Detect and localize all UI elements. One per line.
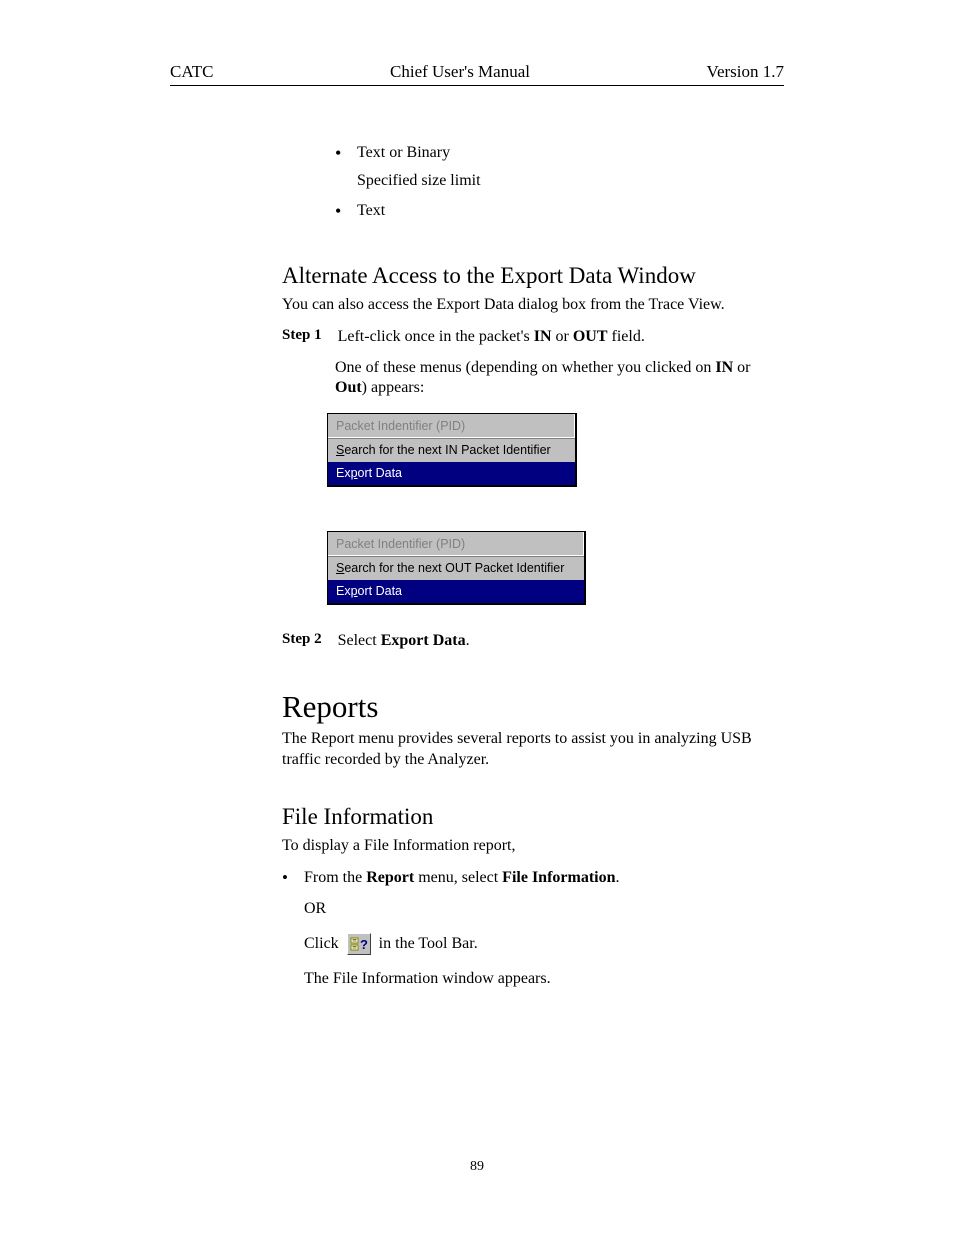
context-menu-out: Packet Indentifier (PID) Search for the …	[327, 531, 586, 605]
page-header: CATC Chief User's Manual Version 1.7	[170, 62, 784, 86]
step1-or: or	[552, 328, 573, 345]
svg-text:?: ?	[360, 937, 368, 952]
heading-file-information: File Information	[282, 804, 784, 830]
step-1-continuation: One of these menus (depending on whether…	[335, 358, 784, 399]
bullet-text: Text	[335, 200, 784, 222]
fileinfo-or: OR	[304, 895, 784, 922]
step2-bold: Export Data	[381, 632, 466, 649]
fileinfo-click-line: Click ? in the Tool Bar.	[304, 930, 784, 957]
step1c-out: Out	[335, 379, 362, 396]
fileinfo-result: The File Information window appears.	[304, 965, 784, 992]
fi-b-post: .	[616, 869, 620, 886]
menu-in-export-post: ort Data	[358, 466, 402, 480]
menu-out-title: Packet Indentifier (PID)	[328, 532, 584, 557]
menu-out-export-post: ort Data	[358, 584, 402, 598]
fi-b-mid: menu, select	[414, 869, 502, 886]
step1c-post: ) appears:	[362, 379, 425, 396]
step-1-row: Step 1 Left-click once in the packet's I…	[282, 327, 784, 347]
menu-out-search[interactable]: Search for the next OUT Packet Identifie…	[328, 557, 584, 580]
fileinfo-bullets: From the Report menu, select File Inform…	[282, 869, 784, 887]
step-1-body: Left-click once in the packet's IN or OU…	[338, 327, 784, 347]
menu-out-export[interactable]: Export Data	[328, 580, 584, 603]
step1-pre: Left-click once in the packet's	[338, 328, 534, 345]
fileinfo-intro: To display a File Information report,	[282, 836, 784, 856]
header-left: CATC	[170, 62, 213, 82]
step-1-label: Step 1	[282, 327, 322, 347]
step-2-label: Step 2	[282, 631, 322, 651]
fi-click-post: in the Tool Bar.	[379, 935, 478, 952]
heading-reports: Reports	[282, 689, 784, 725]
menu-in-export-u: p	[351, 466, 358, 480]
heading-alternate-access: Alternate Access to the Export Data Wind…	[282, 263, 784, 289]
step1-out: OUT	[573, 328, 608, 345]
file-info-toolbar-icon: ?	[347, 933, 371, 955]
bullet-sub-size-limit: Specified size limit	[335, 172, 784, 190]
reports-intro: The Report menu provides several reports…	[282, 729, 784, 770]
fi-b1: Report	[366, 869, 414, 886]
step1-post: field.	[608, 328, 645, 345]
menu-in-export[interactable]: Export Data	[328, 462, 575, 485]
step2-post: .	[466, 632, 470, 649]
fi-b-pre: From the	[304, 869, 366, 886]
menu-out-export-pre: Ex	[336, 584, 351, 598]
menu-in-export-pre: Ex	[336, 466, 351, 480]
alt-intro: You can also access the Export Data dial…	[282, 295, 784, 315]
fileinfo-bullet-from-report: From the Report menu, select File Inform…	[282, 869, 784, 887]
header-center: Chief User's Manual	[213, 62, 706, 82]
step-2-row: Step 2 Select Export Data.	[282, 631, 784, 651]
menu-in-search-rest: earch for the next IN Packet Identifier	[344, 443, 550, 457]
step1c-or: or	[733, 359, 750, 376]
step1-in: IN	[534, 328, 552, 345]
menu-in-search[interactable]: Search for the next IN Packet Identifier	[328, 439, 575, 462]
file-info-icon[interactable]: ?	[347, 933, 371, 955]
top-bullet-list: Text or Binary Specified size limit Text	[335, 142, 784, 223]
menu-out-export-u: p	[351, 584, 358, 598]
page-number: 89	[0, 1159, 954, 1175]
step-2-body: Select Export Data.	[338, 631, 784, 651]
fi-click-pre: Click	[304, 935, 343, 952]
bullet-text-or-binary: Text or Binary	[335, 142, 784, 164]
context-menu-in: Packet Indentifier (PID) Search for the …	[327, 413, 577, 487]
header-right: Version 1.7	[707, 62, 784, 82]
fi-b2: File Information	[502, 869, 615, 886]
menu-in-title: Packet Indentifier (PID)	[328, 414, 575, 439]
step1c-in: IN	[715, 359, 733, 376]
menu-out-search-rest: earch for the next OUT Packet Identifier	[344, 561, 564, 575]
step1c-pre: One of these menus (depending on whether…	[335, 359, 715, 376]
step2-pre: Select	[338, 632, 381, 649]
